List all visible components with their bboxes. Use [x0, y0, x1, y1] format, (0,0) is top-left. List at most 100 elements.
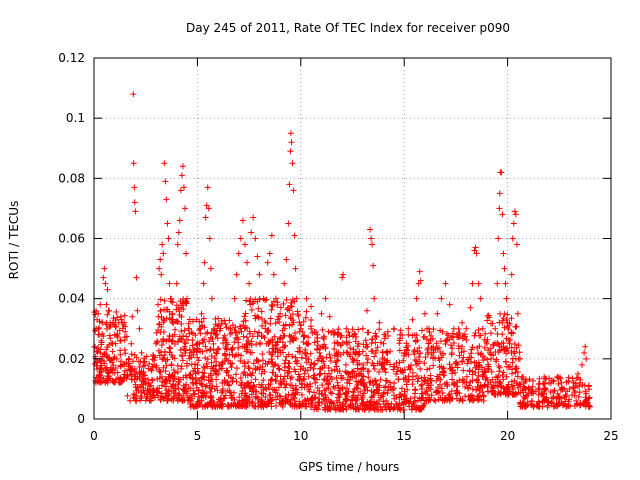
- data-point: [311, 375, 318, 382]
- data-point: [492, 391, 499, 398]
- data-point: [514, 310, 521, 317]
- data-point: [128, 351, 135, 358]
- data-point: [422, 354, 429, 361]
- data-point: [250, 214, 257, 221]
- data-point: [164, 397, 171, 404]
- data-point: [282, 321, 289, 328]
- data-point: [282, 312, 289, 319]
- data-point: [277, 349, 284, 356]
- data-point: [309, 394, 316, 401]
- data-point: [343, 338, 350, 345]
- data-point: [207, 388, 214, 395]
- data-point: [123, 359, 130, 366]
- data-point: [503, 373, 510, 380]
- data-point: [131, 365, 138, 372]
- data-point: [131, 199, 138, 206]
- data-point: [438, 354, 445, 361]
- data-point: [234, 334, 241, 341]
- data-point: [521, 379, 528, 386]
- data-point: [194, 354, 201, 361]
- data-point: [353, 378, 360, 385]
- x-tick-label: 0: [90, 429, 98, 443]
- data-point: [360, 399, 367, 406]
- data-point: [244, 259, 251, 266]
- data-point: [288, 392, 295, 399]
- data-point: [188, 361, 195, 368]
- data-point: [428, 377, 435, 384]
- y-tick-label: 0.06: [58, 232, 85, 246]
- data-point: [246, 340, 253, 347]
- data-point: [409, 369, 416, 376]
- data-point: [157, 296, 164, 303]
- data-point: [180, 382, 187, 389]
- data-point: [469, 397, 476, 404]
- data-point: [257, 398, 264, 405]
- data-point: [440, 350, 447, 357]
- data-point: [121, 374, 128, 381]
- data-point: [279, 344, 286, 351]
- data-point: [280, 300, 287, 307]
- data-point: [474, 376, 481, 383]
- data-point: [140, 359, 147, 366]
- data-point: [94, 316, 101, 323]
- data-point: [505, 325, 512, 332]
- data-point: [390, 405, 397, 412]
- data-point: [95, 324, 102, 331]
- data-point: [186, 325, 193, 332]
- data-point: [288, 303, 295, 310]
- data-point: [93, 348, 100, 355]
- data-point: [489, 376, 496, 383]
- data-point: [103, 301, 110, 308]
- data-point: [213, 331, 220, 338]
- data-point: [177, 187, 184, 194]
- data-point: [385, 333, 392, 340]
- data-point: [242, 390, 249, 397]
- data-point: [330, 383, 337, 390]
- data-point: [204, 184, 211, 191]
- data-point: [215, 322, 222, 329]
- data-point: [345, 329, 352, 336]
- data-point: [109, 348, 116, 355]
- data-point: [432, 397, 439, 404]
- data-point: [421, 310, 428, 317]
- data-point: [220, 395, 227, 402]
- data-point: [442, 338, 449, 345]
- data-point: [415, 280, 422, 287]
- data-point: [509, 359, 516, 366]
- data-point: [126, 355, 133, 362]
- data-point: [414, 397, 421, 404]
- data-point: [472, 244, 479, 251]
- data-point: [530, 403, 537, 410]
- data-point: [396, 347, 403, 354]
- data-point: [536, 375, 543, 382]
- data-point: [501, 311, 508, 318]
- data-point: [384, 390, 391, 397]
- data-point: [494, 280, 501, 287]
- data-point: [314, 376, 321, 383]
- data-point: [353, 334, 360, 341]
- data-point: [182, 350, 189, 357]
- data-point: [313, 405, 320, 412]
- data-point: [363, 352, 370, 359]
- data-point: [171, 331, 178, 338]
- data-point: [303, 359, 310, 366]
- data-point: [239, 388, 246, 395]
- data-point: [277, 334, 284, 341]
- data-point: [168, 361, 175, 368]
- data-point: [246, 298, 253, 305]
- data-point: [182, 347, 189, 354]
- data-point: [446, 361, 453, 368]
- data-point: [252, 315, 259, 322]
- data-point: [360, 379, 367, 386]
- data-point: [316, 371, 323, 378]
- data-point: [157, 397, 164, 404]
- data-point: [162, 368, 169, 375]
- data-point: [420, 402, 427, 409]
- data-point: [146, 382, 153, 389]
- y-tick-label: 0: [77, 412, 85, 426]
- data-point: [167, 295, 174, 302]
- data-point: [519, 373, 526, 380]
- data-point: [490, 387, 497, 394]
- data-point: [579, 400, 586, 407]
